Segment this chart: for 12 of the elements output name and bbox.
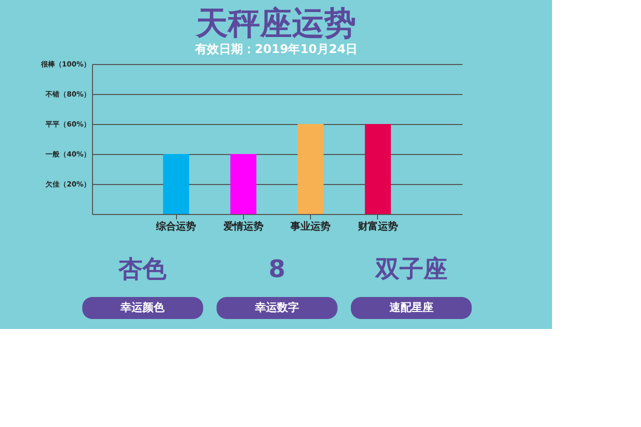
text: 8 xyxy=(268,255,286,283)
text: 幸运数字 xyxy=(254,301,299,314)
x-tick-label: 事业运势 xyxy=(290,220,331,232)
chart-subtitle: 有效日期：2019年10月24日 xyxy=(194,42,358,56)
text: 双子座 xyxy=(374,255,448,283)
text: 速配星座 xyxy=(388,301,434,314)
text: 杏色 xyxy=(118,255,168,283)
x-tick-label: 财富运势 xyxy=(356,220,398,232)
chart-title: 天秤座运势 xyxy=(195,4,356,42)
text: 幸运颜色 xyxy=(120,301,166,314)
x-tick-label: 综合运势 xyxy=(155,220,196,232)
x-tick-label: 爱情运势 xyxy=(222,220,264,232)
